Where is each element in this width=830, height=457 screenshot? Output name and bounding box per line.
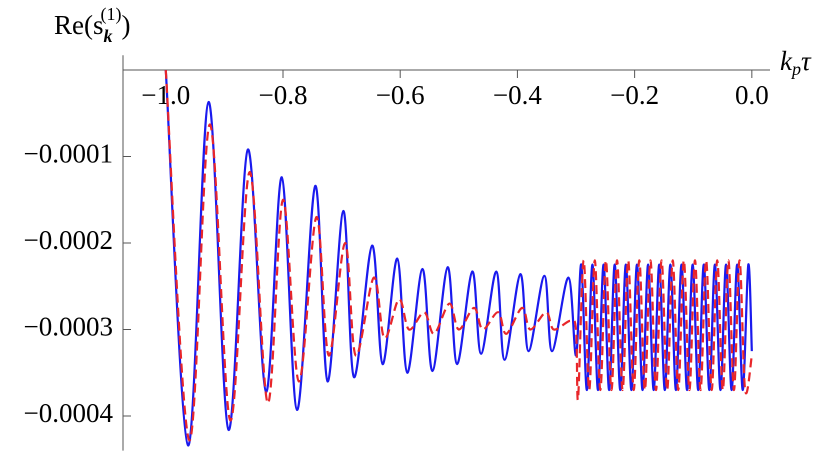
y-label-part: ) (122, 10, 131, 40)
y-tick-label: −0.0004 (24, 398, 114, 428)
y-label-part: Re(s (54, 10, 104, 40)
y-tick-label: −0.0002 (24, 225, 113, 255)
x-tick-label: 0.0 (735, 80, 769, 110)
series-line (164, 69, 753, 447)
x-tick-label: −0.2 (610, 80, 659, 110)
x-label-part: p (790, 59, 801, 79)
x-tick-label: −0.4 (493, 80, 542, 110)
x-tick-label: −0.6 (376, 80, 425, 110)
y-label-part: k (104, 26, 113, 46)
x-label-part: k (780, 46, 793, 76)
y-tick-label: −0.0003 (24, 312, 113, 342)
x-axis-label: kpτ (780, 46, 812, 79)
x-label-part: τ (801, 46, 812, 76)
y-axis-label: Re(sk(1)) (54, 4, 131, 46)
x-tick-label: −0.8 (258, 80, 307, 110)
series-line (164, 69, 753, 442)
y-tick-label: −0.0001 (24, 139, 113, 169)
y-label-part: (1) (101, 4, 122, 25)
